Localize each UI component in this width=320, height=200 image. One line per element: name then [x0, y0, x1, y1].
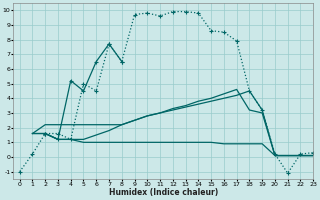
X-axis label: Humidex (Indice chaleur): Humidex (Indice chaleur) [108, 188, 218, 197]
